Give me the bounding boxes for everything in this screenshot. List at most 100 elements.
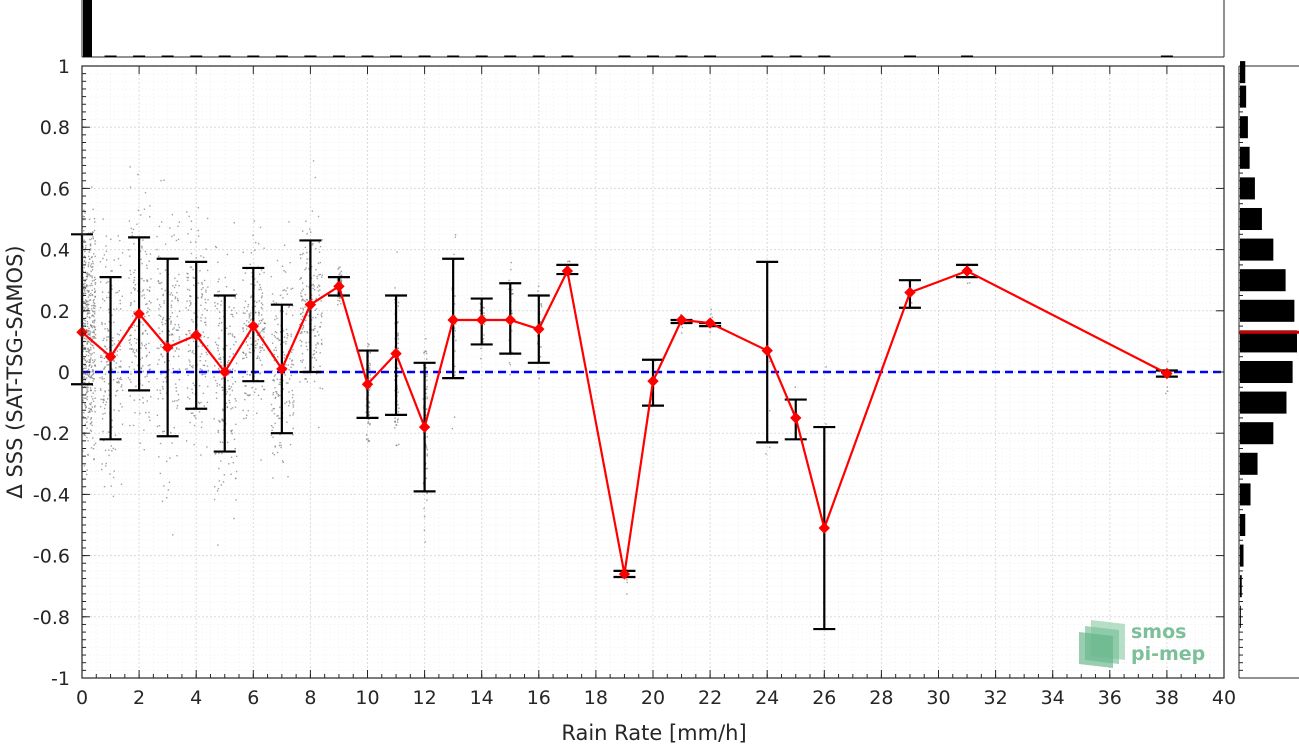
raw-sample-point	[139, 358, 141, 361]
raw-sample-point	[214, 301, 216, 304]
raw-sample-point	[86, 373, 88, 376]
raw-sample-point	[163, 430, 165, 433]
raw-sample-point	[144, 376, 146, 378]
x-tick-label: 4	[190, 687, 202, 709]
raw-sample-point	[217, 290, 219, 293]
raw-sample-point	[222, 349, 225, 351]
raw-sample-point	[258, 288, 260, 291]
raw-sample-point	[511, 330, 513, 332]
raw-sample-point	[156, 347, 159, 349]
raw-sample-point	[91, 266, 93, 269]
raw-sample-point	[310, 319, 313, 321]
raw-sample-point	[301, 299, 303, 302]
raw-sample-point	[317, 262, 320, 264]
raw-sample-point	[338, 295, 341, 298]
raw-sample-point	[87, 347, 89, 350]
raw-sample-point	[118, 289, 121, 292]
raw-sample-point	[168, 360, 170, 362]
right-hist-bar	[1240, 61, 1246, 84]
raw-sample-point	[511, 351, 513, 354]
raw-sample-point	[94, 364, 96, 367]
raw-sample-point	[89, 346, 92, 349]
raw-sample-point	[86, 360, 88, 362]
raw-sample-point	[101, 322, 103, 324]
raw-sample-point	[89, 352, 91, 355]
raw-sample-point	[133, 279, 136, 281]
raw-sample-point	[83, 260, 86, 262]
raw-sample-point	[88, 274, 91, 276]
raw-sample-point	[161, 323, 164, 326]
raw-sample-point	[244, 300, 247, 302]
raw-sample-point	[250, 283, 252, 285]
raw-sample-point	[185, 440, 188, 442]
data-point	[418, 421, 431, 433]
raw-sample-point	[111, 314, 113, 316]
raw-sample-point	[282, 297, 284, 299]
raw-sample-point	[312, 242, 314, 245]
raw-sample-point	[426, 396, 428, 398]
raw-sample-point	[93, 279, 95, 282]
x-tick-label: 34	[1041, 687, 1065, 709]
raw-sample-point	[168, 334, 171, 336]
raw-sample-point	[88, 375, 90, 377]
raw-sample-point	[255, 241, 257, 244]
raw-sample-point	[396, 444, 398, 447]
raw-sample-point	[193, 384, 196, 387]
raw-sample-point	[217, 280, 219, 283]
raw-sample-point	[87, 265, 90, 268]
raw-sample-point	[305, 220, 307, 223]
raw-sample-point	[214, 305, 217, 307]
raw-sample-point	[190, 365, 193, 368]
raw-sample-point	[195, 257, 197, 259]
raw-sample-point	[86, 389, 88, 391]
raw-sample-point	[101, 323, 103, 326]
raw-sample-point	[176, 407, 178, 409]
raw-sample-point	[192, 365, 194, 367]
raw-sample-point	[229, 332, 231, 335]
raw-sample-point	[273, 359, 276, 362]
raw-sample-point	[285, 328, 288, 331]
raw-sample-point	[368, 400, 370, 403]
raw-sample-point	[197, 401, 200, 404]
raw-sample-point	[308, 286, 310, 288]
raw-sample-point	[204, 321, 206, 324]
raw-sample-point	[301, 353, 304, 355]
raw-sample-point	[118, 382, 120, 384]
data-point	[133, 308, 145, 320]
right-hist-bar	[1240, 483, 1251, 506]
data-point	[104, 350, 117, 363]
raw-sample-point	[426, 375, 428, 378]
right-hist-bar	[1240, 513, 1246, 537]
raw-sample-point	[133, 312, 135, 314]
raw-sample-point	[112, 495, 115, 498]
raw-sample-point	[104, 266, 107, 268]
raw-sample-point	[230, 408, 232, 410]
raw-sample-point	[93, 326, 96, 328]
raw-sample-point	[162, 398, 164, 400]
raw-sample-point	[245, 341, 248, 343]
raw-sample-point	[193, 424, 196, 427]
raw-sample-point	[395, 444, 397, 446]
raw-sample-point	[256, 412, 258, 414]
raw-sample-point	[279, 294, 282, 297]
raw-sample-point	[136, 325, 138, 327]
raw-sample-point	[315, 359, 317, 361]
raw-sample-point	[103, 337, 105, 340]
raw-sample-point	[510, 268, 512, 271]
raw-sample-point	[567, 260, 569, 263]
raw-sample-point	[233, 289, 235, 291]
raw-sample-point	[162, 388, 164, 390]
raw-sample-point	[171, 372, 174, 374]
raw-sample-point	[139, 250, 142, 252]
raw-sample-point	[207, 299, 209, 301]
raw-sample-point	[426, 388, 428, 390]
raw-sample-point	[111, 426, 113, 428]
data-point	[618, 568, 631, 580]
raw-sample-point	[85, 405, 87, 408]
x-tick-label: 18	[584, 687, 608, 709]
raw-sample-point	[188, 359, 190, 361]
raw-sample-point	[133, 271, 135, 274]
data-point	[675, 314, 688, 326]
raw-sample-point	[146, 289, 149, 291]
raw-sample-point	[221, 389, 224, 391]
